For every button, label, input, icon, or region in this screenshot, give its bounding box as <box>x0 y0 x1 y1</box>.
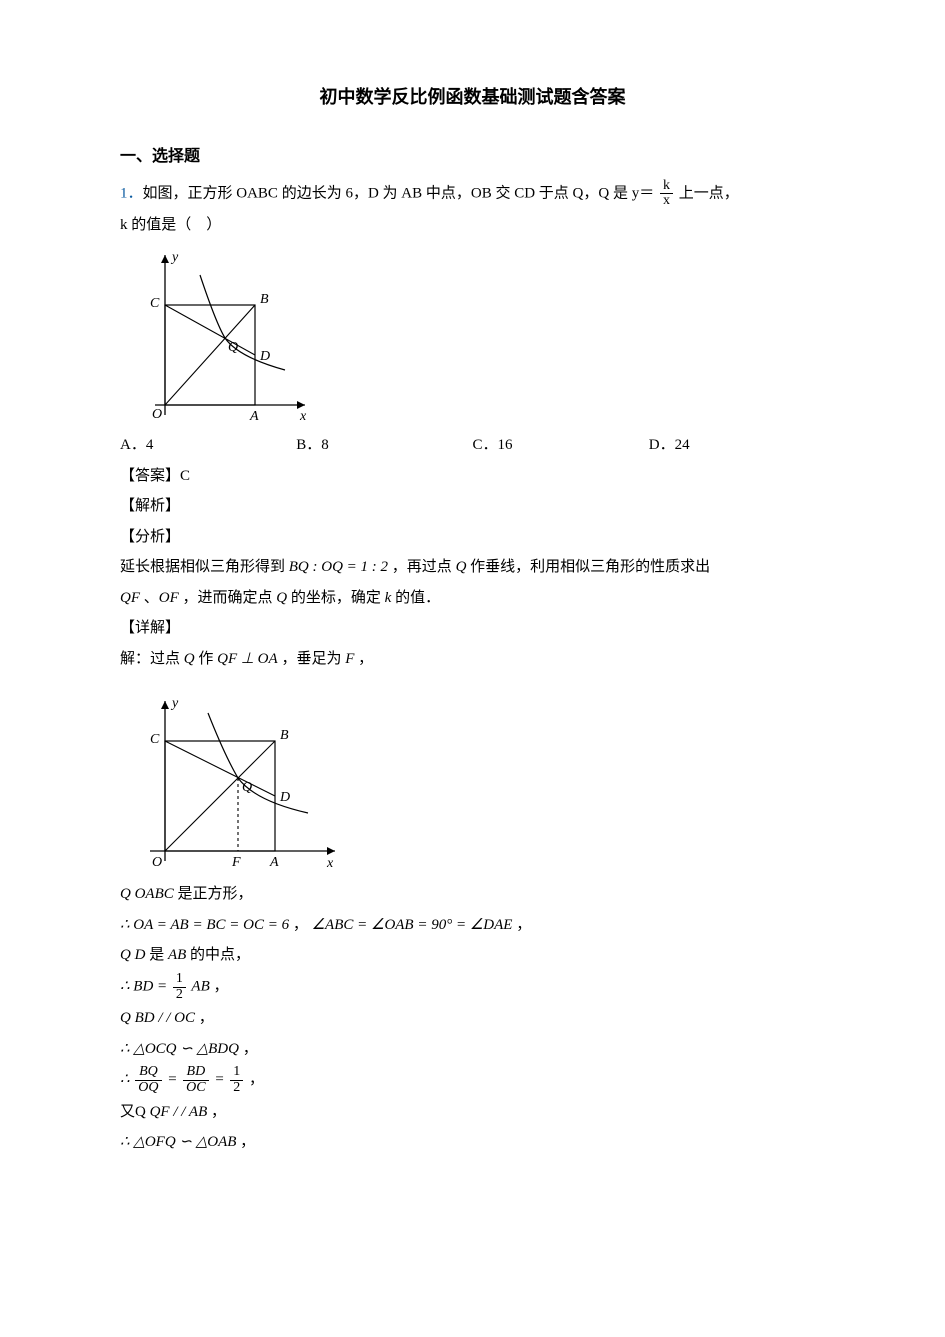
xiangjie-label: 【详解】 <box>120 614 825 643</box>
svg-text:D: D <box>279 790 290 805</box>
page-title: 初中数学反比例函数基础测试题含答案 <box>120 80 825 114</box>
step-9: ∴ △OFQ ∽ △OAB ， <box>120 1128 825 1157</box>
fraction-bd-oc: BDOC <box>183 1065 208 1095</box>
step-8: 又Q QF / / AB ， <box>120 1098 825 1127</box>
choice-c: C．16 <box>473 431 649 460</box>
fenxi-label: 【分析】 <box>120 523 825 552</box>
step-4: ∴ BD = 12 AB ， <box>120 972 825 1002</box>
choice-d: D．24 <box>649 431 825 460</box>
stem-text-c: k 的值是（ ） <box>120 211 825 240</box>
svg-text:C: C <box>150 732 160 747</box>
jiexi-label: 【解析】 <box>120 492 825 521</box>
figure-2: y x C B Q D O F A <box>120 691 350 876</box>
svg-text:y: y <box>170 250 179 265</box>
svg-text:A: A <box>269 855 279 870</box>
svg-text:Q: Q <box>228 340 238 355</box>
step-2: ∴ OA = AB = BC = OC = 6 ， ∠ABC = ∠OAB = … <box>120 911 825 940</box>
svg-text:C: C <box>150 296 160 311</box>
svg-text:O: O <box>152 855 162 870</box>
fenxi-line-1: 延长根据相似三角形得到 BQ : OQ = 1 : 2 ，再过点 Q 作垂线，利… <box>120 553 825 582</box>
stem-text-a: 如图，正方形 OABC 的边长为 6，D 为 AB 中点，OB 交 CD 于点 … <box>143 185 658 201</box>
choice-row: A．4 B．8 C．16 D．24 <box>120 431 825 460</box>
question-stem: 1．如图，正方形 OABC 的边长为 6，D 为 AB 中点，OB 交 CD 于… <box>120 179 825 209</box>
svg-text:B: B <box>260 292 269 307</box>
step-3: Q D 是 AB 的中点， <box>120 941 825 970</box>
step-1: Q OABC 是正方形， <box>120 880 825 909</box>
svg-text:x: x <box>299 409 307 424</box>
svg-text:O: O <box>152 407 162 422</box>
question-number: 1． <box>120 185 143 201</box>
svg-text:Q: Q <box>242 780 252 795</box>
svg-text:D: D <box>259 349 270 364</box>
figure-1: y x C B Q D O A <box>120 245 320 425</box>
step-6: ∴ △OCQ ∽ △BDQ ， <box>120 1035 825 1064</box>
answer-label: 【答案】C <box>120 462 825 491</box>
svg-text:F: F <box>231 855 241 870</box>
choice-a: A．4 <box>120 431 296 460</box>
fraction-1-2: 12 <box>230 1065 243 1095</box>
fraction-bq-oq: BQOQ <box>135 1065 161 1095</box>
fraction-half: 12 <box>173 972 186 1002</box>
svg-text:B: B <box>280 728 289 743</box>
step-7: ∴ BQOQ = BDOC = 12 ， <box>120 1065 825 1095</box>
xiangjie-line-1: 解：过点 Q 作 QF ⊥ OA ，垂足为 F ， <box>120 645 825 674</box>
svg-text:y: y <box>170 696 179 711</box>
fraction-kx: kx <box>660 179 673 209</box>
svg-text:A: A <box>249 409 259 424</box>
stem-text-b: 上一点， <box>675 185 739 201</box>
step-5: Q BD / / OC ， <box>120 1004 825 1033</box>
section-heading: 一、选择题 <box>120 142 825 172</box>
choice-b: B．8 <box>296 431 472 460</box>
fenxi-line-2: QF 、OF ，进而确定点 Q 的坐标，确定 k 的值． <box>120 584 825 613</box>
svg-text:x: x <box>326 856 334 871</box>
